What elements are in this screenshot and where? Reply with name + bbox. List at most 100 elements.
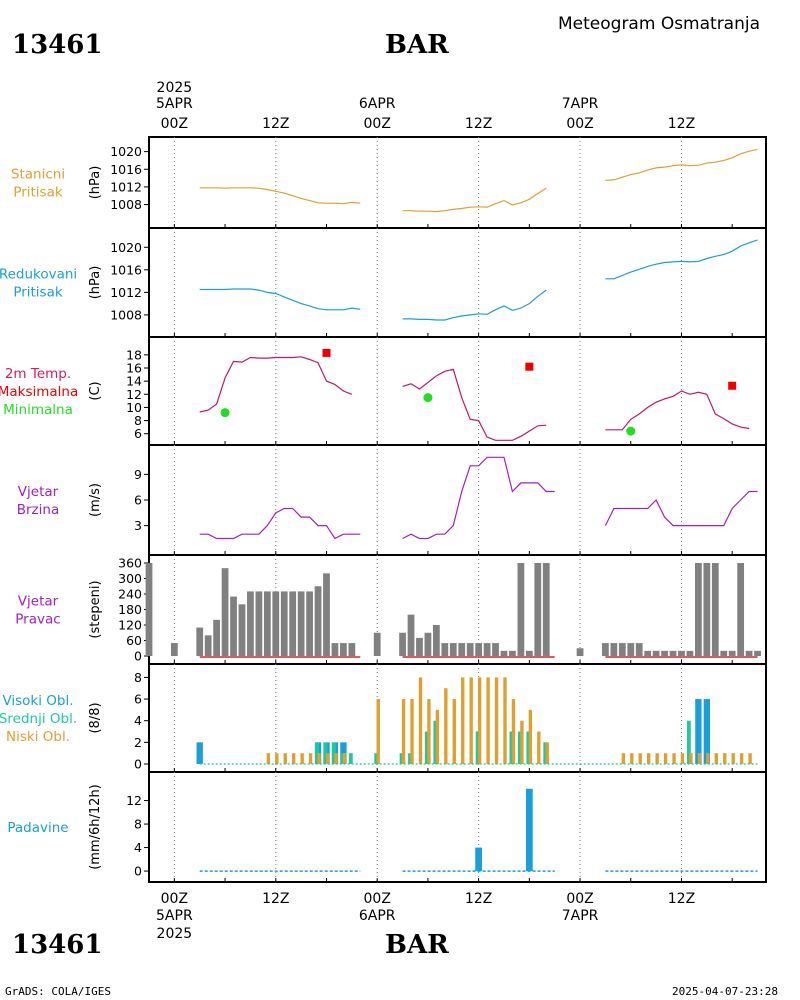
wind-dir-bar [424, 632, 432, 656]
cloud-bar [374, 753, 379, 764]
panel-frame [148, 136, 767, 229]
cloud-bar [714, 753, 718, 764]
y-tick-label: 10 [126, 400, 142, 415]
cloud-bar [283, 753, 287, 764]
y-tick-label: 6 [134, 692, 142, 707]
tmin-marker [220, 408, 230, 418]
panel-unit-label: (8/8) [88, 702, 103, 733]
wind-dir-bar [635, 643, 643, 656]
panel-unit-label: (hPa) [88, 266, 103, 300]
cloud-bar [697, 753, 702, 764]
panel-label: Maksimalna [0, 384, 78, 400]
cloud-bar [509, 731, 514, 764]
cloud-bar [731, 753, 735, 764]
wind-dir-bar [669, 650, 677, 656]
cloud-bar [461, 677, 465, 764]
wind-dir-bar [458, 643, 466, 656]
top-hour-label: 00Z [566, 116, 593, 132]
y-tick-label: 16 [126, 361, 142, 376]
y-tick-label: 2 [134, 735, 142, 750]
panel-label: Pravac [15, 612, 60, 628]
wind-dir-bar [509, 650, 516, 656]
series-line [199, 288, 361, 311]
cloud-bar [687, 720, 691, 764]
cloud-bar [528, 709, 533, 764]
series-line [402, 456, 555, 540]
y-tick-label: 9 [134, 467, 142, 482]
panel-frame [148, 227, 767, 338]
y-tick-label: 1008 [110, 197, 142, 212]
wind-dir-bar [720, 650, 728, 656]
wind-dir-bar [204, 635, 212, 656]
panel-label: Pritisak [13, 285, 63, 301]
cloud-bar [494, 677, 499, 764]
y-tick-label: 1016 [110, 262, 142, 277]
wind-dir-bar [492, 643, 499, 656]
cloud-bar [433, 720, 438, 764]
wind-dir-bar [525, 650, 533, 656]
cloud-bar [408, 753, 412, 764]
panel-unit-label: (m/s) [88, 483, 103, 517]
cloud-bar [315, 742, 319, 764]
top-hour-label: 12Z [465, 116, 492, 132]
wind-dir-bar [610, 643, 618, 656]
cloud-bar [325, 753, 330, 764]
cloud-bar [410, 699, 414, 764]
series-line [199, 187, 361, 205]
panel-unit-label: (mm/6h/12h) [88, 784, 103, 870]
wind-dir-bar [661, 650, 668, 656]
wind-dir-bar [272, 591, 280, 656]
wind-dir-bar [576, 648, 584, 656]
cloud-bar [292, 753, 296, 764]
wind-dir-bar [289, 591, 297, 656]
wind-dir-bar [416, 637, 423, 656]
cloud-bar [545, 742, 549, 764]
wind-dir-bar [686, 650, 694, 656]
series-line [199, 507, 361, 540]
cloud-bar [748, 753, 752, 764]
series-line [402, 289, 547, 321]
credit-text: GrADS: COLA/IGES [5, 985, 111, 998]
wind-dir-bar [534, 563, 542, 656]
panel-label: Redukovani [0, 267, 77, 283]
bottom-date-label: 5APR [156, 908, 193, 924]
y-tick-label: 12 [126, 387, 142, 402]
panel-label: Stanicni [11, 167, 65, 183]
cloud-bar [680, 753, 685, 764]
wind-dir-bar [500, 650, 508, 656]
cloud-bar [435, 709, 440, 764]
wind-dir-bar [618, 643, 626, 656]
wind-dir-bar [247, 591, 254, 656]
panel-label: 2m Temp. [5, 366, 71, 382]
wind-dir-bar [542, 563, 550, 656]
cloud-bar [323, 742, 328, 764]
cloud-bar [695, 699, 702, 764]
panel-unit-label: (hPa) [88, 166, 103, 200]
cloud-bar [477, 677, 482, 764]
cloud-bar [300, 753, 304, 764]
cloud-bar [646, 753, 651, 764]
wind-dir-bar [652, 650, 660, 656]
wind-dir-bar [627, 643, 635, 656]
y-tick-label: 4 [134, 713, 142, 728]
cloud-bar [703, 699, 711, 764]
y-tick-label: 6 [134, 426, 142, 441]
wind-dir-bar [703, 563, 711, 656]
y-tick-label: 1012 [110, 179, 142, 194]
y-tick-label: 12 [126, 793, 142, 808]
y-tick-label: 180 [118, 602, 142, 617]
top-hour-label: 12Z [262, 116, 289, 132]
wind-dir-bar [314, 586, 322, 656]
y-tick-label: 8 [134, 413, 142, 428]
wind-dir-bar [728, 650, 736, 656]
y-tick-label: 1012 [110, 285, 142, 300]
wind-dir-bar [230, 596, 237, 656]
series-line [402, 187, 547, 213]
cloud-bar [621, 753, 626, 764]
bottom-hour-label: 12Z [465, 891, 492, 907]
series-line [605, 148, 758, 181]
tmax-marker [322, 348, 331, 357]
cloud-bar [275, 753, 279, 764]
cloud-bar [266, 753, 271, 764]
wind-dir-bar [213, 619, 220, 656]
